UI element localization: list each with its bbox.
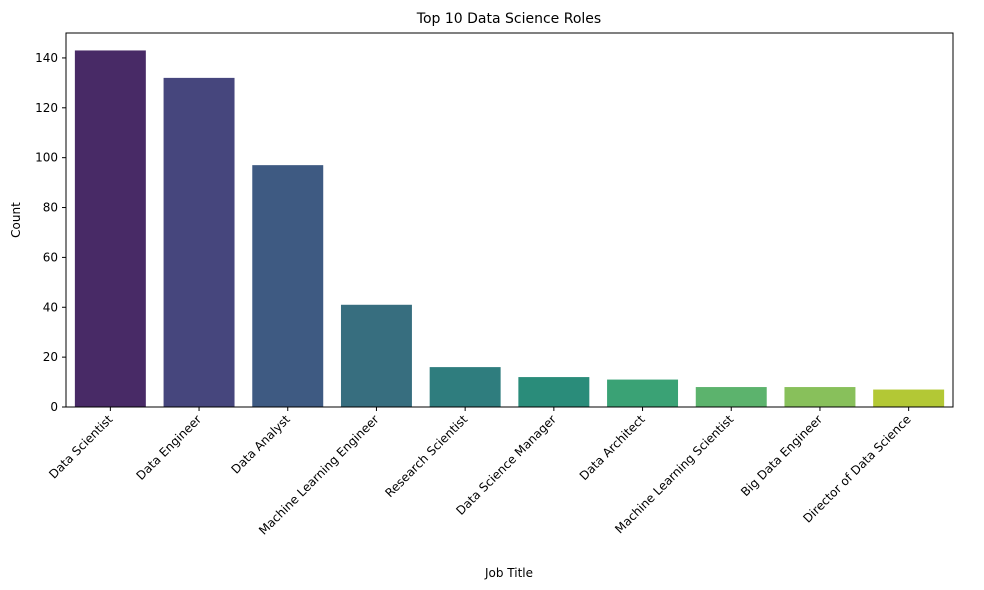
bar bbox=[252, 165, 324, 407]
bar bbox=[163, 77, 235, 407]
bar bbox=[340, 304, 412, 407]
x-axis-label: Job Title bbox=[484, 566, 533, 580]
x-tick-label: Research Scientist bbox=[382, 412, 470, 500]
x-axis: Data Scientist Data Engineer Data AnalystM… bbox=[46, 407, 914, 538]
y-tick-label: 20 bbox=[43, 350, 58, 364]
bar bbox=[518, 377, 590, 407]
x-tick-label: Data Engineer bbox=[134, 412, 205, 483]
bar bbox=[784, 387, 856, 407]
x-tick-label: Data Analyst bbox=[229, 412, 294, 477]
x-tick-label: Data Science Manager bbox=[453, 412, 559, 518]
y-tick-label: 80 bbox=[43, 201, 58, 215]
y-tick-label: 100 bbox=[35, 151, 58, 165]
bar bbox=[74, 50, 146, 407]
chart-title: Top 10 Data Science Roles bbox=[416, 11, 601, 27]
y-tick-label: 0 bbox=[50, 400, 58, 414]
bar bbox=[429, 367, 501, 407]
y-tick-label: 120 bbox=[35, 101, 58, 115]
y-tick-label: 60 bbox=[43, 250, 58, 264]
plot-frame bbox=[65, 32, 954, 408]
bar bbox=[695, 387, 767, 407]
bar bbox=[873, 389, 945, 407]
y-tick-label: 40 bbox=[43, 300, 58, 314]
x-tick-label: Data Scientist bbox=[46, 412, 116, 482]
y-axis-label: Count bbox=[9, 202, 23, 238]
y-tick-label: 140 bbox=[35, 51, 58, 65]
x-tick-label: Big Data Engineer bbox=[738, 412, 825, 499]
x-tick-label: Data Architect bbox=[577, 412, 648, 483]
bar bbox=[607, 379, 679, 407]
bars bbox=[74, 50, 945, 407]
y-axis: 0 20 40 60 80 100 120 140 bbox=[35, 51, 66, 414]
